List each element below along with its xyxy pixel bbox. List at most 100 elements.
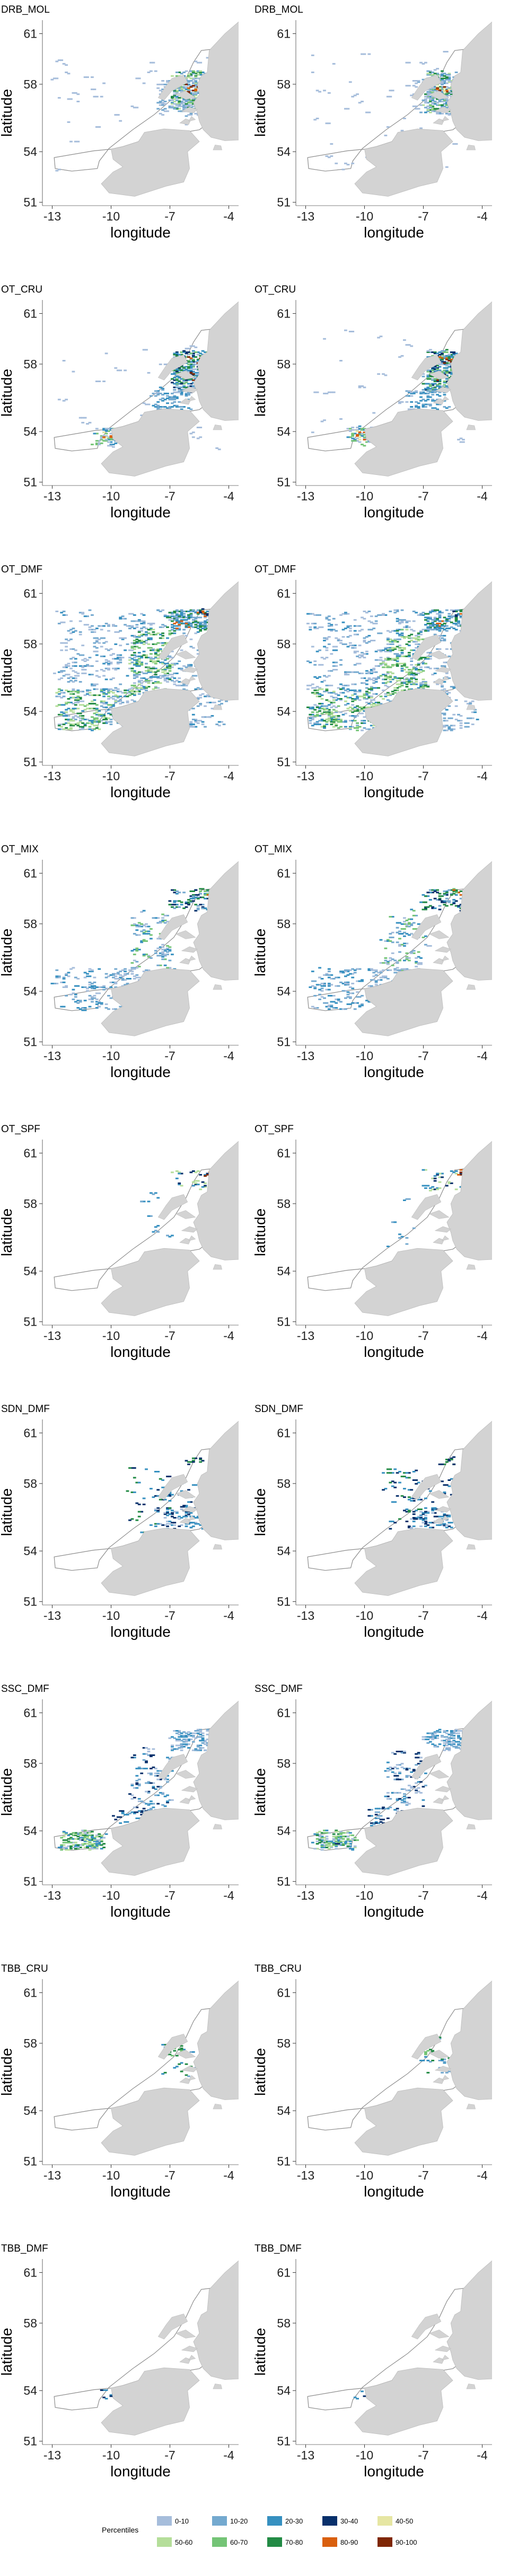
effort-cell xyxy=(159,677,162,679)
effort-cell xyxy=(325,684,329,686)
effort-cell xyxy=(335,630,338,632)
effort-cell xyxy=(159,649,162,651)
effort-cell xyxy=(447,81,451,83)
effort-cell xyxy=(191,713,195,716)
effort-cell xyxy=(196,358,200,360)
effort-cell xyxy=(67,718,71,720)
effort-cell xyxy=(426,73,430,75)
effort-cell xyxy=(175,615,179,617)
effort-cell xyxy=(189,352,193,355)
effort-cell xyxy=(175,95,179,98)
effort-cell xyxy=(189,385,193,387)
effort-cell xyxy=(194,617,198,620)
effort-cell xyxy=(78,726,82,728)
effort-cell xyxy=(116,667,120,669)
land-island xyxy=(175,650,196,659)
effort-cell xyxy=(452,686,456,688)
effort-cell xyxy=(187,102,190,104)
effort-cell xyxy=(447,76,451,78)
effort-cell xyxy=(426,105,430,108)
effort-cell xyxy=(189,615,193,617)
effort-cell xyxy=(313,622,317,624)
effort-cell xyxy=(431,103,435,105)
effort-cell xyxy=(445,94,449,96)
effort-cell xyxy=(445,104,449,106)
effort-cell xyxy=(112,446,115,448)
effort-cell xyxy=(199,72,203,73)
effort-cell xyxy=(171,105,174,108)
effort-cell xyxy=(431,386,435,389)
effort-cell xyxy=(374,678,378,681)
effort-cell xyxy=(171,102,174,104)
effort-cell xyxy=(353,664,357,666)
effort-cell xyxy=(358,438,362,440)
effort-cell xyxy=(62,724,66,726)
effort-cell xyxy=(194,375,198,377)
effort-cell xyxy=(178,390,181,392)
effort-cell xyxy=(220,699,223,701)
effort-cell xyxy=(393,612,397,614)
effort-cell xyxy=(180,102,183,104)
effort-cell xyxy=(107,717,110,719)
effort-cell xyxy=(57,728,61,730)
effort-cell xyxy=(351,647,355,649)
effort-cell xyxy=(428,72,432,73)
effort-cell xyxy=(65,715,68,717)
y-axis-title: latitude xyxy=(252,369,268,417)
effort-cell xyxy=(393,676,397,678)
effort-cell xyxy=(196,373,200,375)
effort-cell xyxy=(445,357,449,359)
effort-cell xyxy=(356,650,359,652)
effort-cell xyxy=(130,625,134,627)
effort-cell xyxy=(187,85,190,87)
effort-cell xyxy=(135,620,139,622)
x-tick-label: -13 xyxy=(43,489,61,503)
effort-cell xyxy=(185,101,188,102)
effort-cell xyxy=(332,661,336,664)
effort-cell xyxy=(60,59,64,61)
effort-cell xyxy=(348,728,352,730)
effort-cell xyxy=(107,624,110,626)
effort-cell xyxy=(168,399,172,401)
effort-cell xyxy=(161,671,164,673)
effort-cell xyxy=(150,628,153,630)
effort-cell xyxy=(217,704,221,706)
effort-cell xyxy=(443,87,446,89)
effort-cell xyxy=(196,427,200,428)
effort-cell xyxy=(135,663,139,665)
effort-cell xyxy=(140,687,144,689)
effort-cell xyxy=(95,675,99,677)
effort-cell xyxy=(171,657,174,659)
effort-cell xyxy=(348,689,352,691)
effort-cell xyxy=(81,654,85,656)
effort-cell xyxy=(124,617,127,620)
effort-cell xyxy=(318,91,321,93)
effort-cell xyxy=(417,632,420,634)
effort-cell xyxy=(76,725,80,727)
land-island xyxy=(213,704,222,710)
effort-cell xyxy=(325,705,329,707)
effort-cell xyxy=(443,712,446,714)
effort-cell xyxy=(182,616,186,619)
effort-cell xyxy=(313,119,317,121)
effort-cell xyxy=(175,398,179,399)
effort-cell xyxy=(433,616,437,619)
effort-cell xyxy=(72,648,75,650)
effort-cell xyxy=(133,674,136,676)
effort-cell xyxy=(107,698,110,700)
effort-cell xyxy=(433,89,437,91)
effort-cell xyxy=(104,659,108,661)
effort-cell xyxy=(410,683,414,685)
effort-cell xyxy=(95,628,99,630)
effort-cell xyxy=(447,355,451,357)
effort-cell xyxy=(431,102,435,104)
effort-cell xyxy=(187,391,190,393)
effort-cell xyxy=(445,101,449,102)
effort-cell xyxy=(348,720,352,722)
effort-cell xyxy=(443,400,446,402)
effort-cell xyxy=(187,101,190,102)
y-tick-label: 58 xyxy=(277,77,291,91)
effort-cell xyxy=(428,74,432,76)
effort-cell xyxy=(447,89,451,91)
effort-cell xyxy=(348,628,352,630)
